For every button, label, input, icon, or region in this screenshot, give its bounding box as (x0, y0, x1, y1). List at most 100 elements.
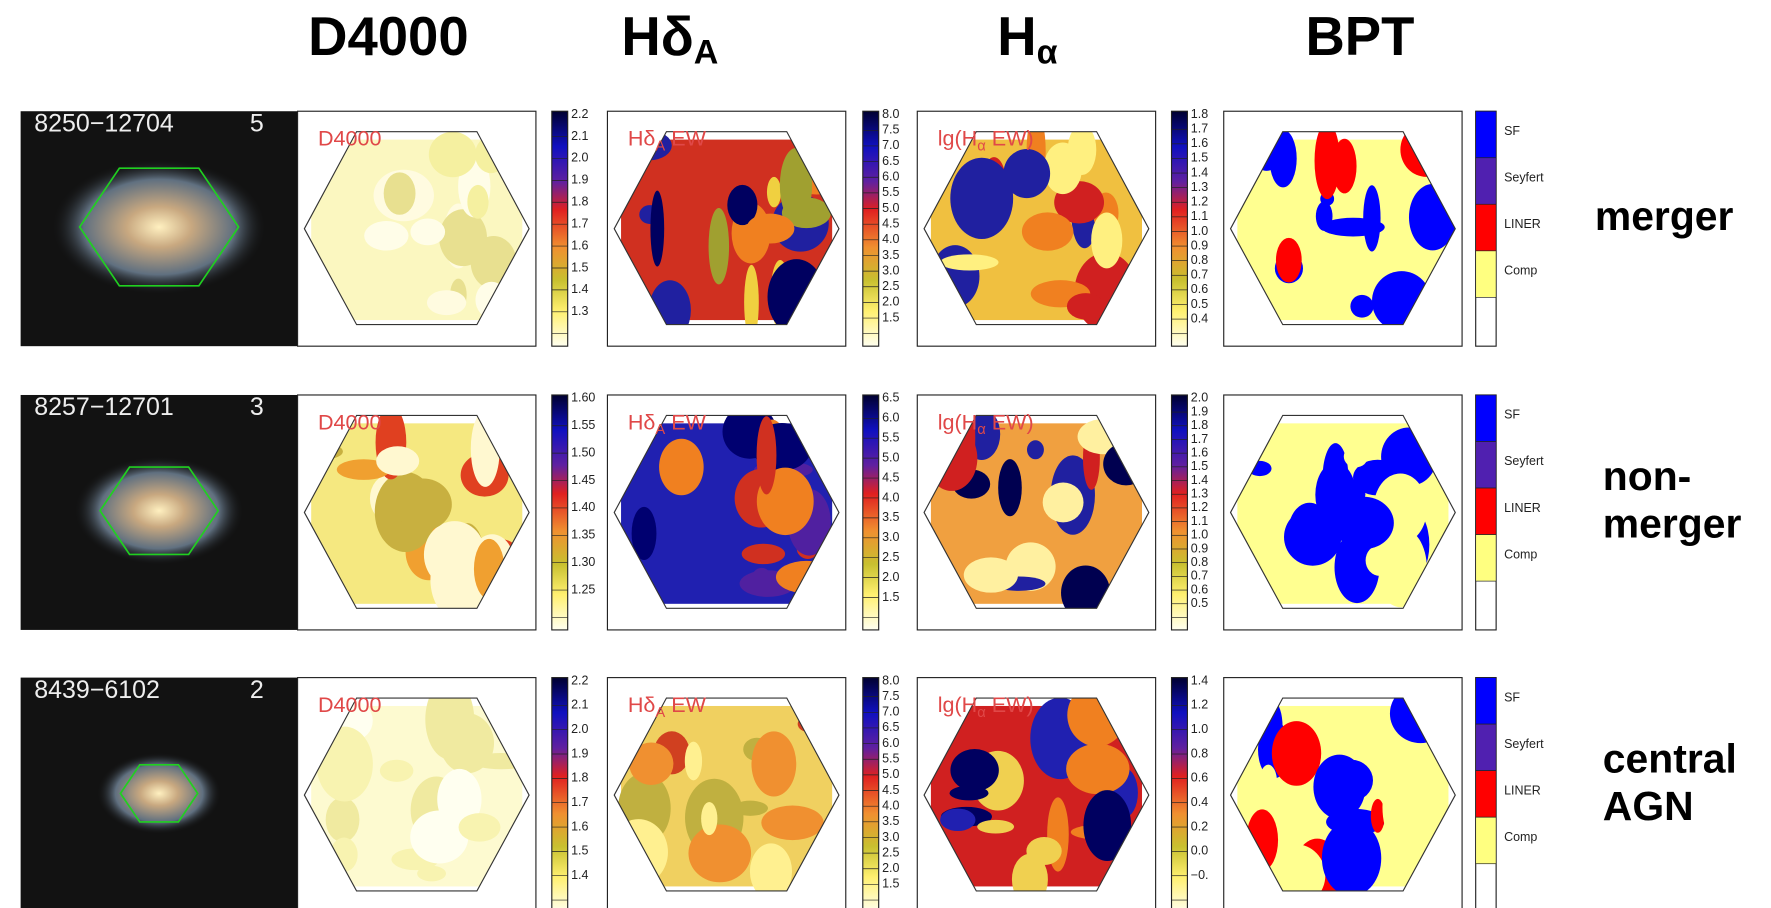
colorbar-tick-label: 4.0 (882, 798, 899, 812)
bpt-legend-label: Comp (1504, 547, 1537, 561)
map-region (767, 177, 781, 208)
classification: central (1603, 735, 1737, 781)
map (1237, 423, 1448, 607)
map-label-end: EW (665, 125, 706, 150)
map-region (417, 866, 446, 882)
map-region (427, 290, 466, 315)
colorbar-tick-label: 1.35 (571, 528, 595, 542)
bpt-legend-swatch (1476, 771, 1496, 818)
colorbar-tick-label: 0.8 (1191, 746, 1208, 760)
bpt-legend-swatch (1476, 442, 1496, 489)
colorbar-tick-label: 0.5 (1191, 297, 1208, 311)
colorbar-tick-label: 1.7 (571, 216, 588, 230)
colorbar-tick-label: 1.5 (571, 260, 588, 274)
colorbar-tick-label: 4.5 (882, 470, 899, 484)
map-label-text: lg(H (938, 125, 978, 150)
colorbar (1172, 395, 1188, 630)
bpt-legend-label: Seyfert (1504, 170, 1544, 184)
map-region (1333, 497, 1393, 549)
colorbar (552, 678, 568, 908)
colorbar-tick-label: 1.9 (571, 173, 588, 187)
colorbar-tick-label: 1.7 (1191, 122, 1208, 136)
colorbar-tick-label: 5.5 (882, 185, 899, 199)
map-region (998, 459, 1022, 516)
map-region (1344, 446, 1368, 468)
colorbar-tick-label: 8.0 (882, 673, 899, 687)
galaxy-id: 8250−12704 (34, 109, 174, 137)
colorbar-tick-label: 1.3 (571, 304, 588, 318)
map-region (1026, 837, 1061, 865)
map-region (964, 557, 1018, 592)
map-region (701, 802, 717, 835)
map-label-text: D4000 (318, 409, 382, 434)
colorbar-tick-label: 1.7 (571, 795, 588, 809)
colorbar-tick-label: 1.45 (571, 473, 595, 487)
map-label: HδA EW (628, 409, 707, 438)
map-region (940, 254, 998, 270)
colorbar-tick-label: 1.60 (571, 391, 595, 405)
galaxy-id: 8257−12701 (34, 393, 174, 421)
colorbar-tick-label: 6.0 (882, 411, 899, 425)
map-region (1027, 440, 1044, 459)
colorbar-tick-label: 7.0 (882, 705, 899, 719)
colorbar-tick-label: 1.5 (571, 844, 588, 858)
colorbar-tick-label: 1.0 (1191, 224, 1208, 238)
colorbar-tick-label: 1.25 (571, 582, 595, 596)
map-label-text: lg(H (938, 692, 978, 717)
colorbar-tick-label: 7.0 (882, 138, 899, 152)
map-label-text: Hδ (628, 409, 656, 434)
map-region (950, 749, 998, 791)
map-region (467, 185, 488, 219)
colorbar-tick-label: 2.0 (571, 151, 588, 165)
map-region (1066, 744, 1129, 794)
column-header: BPT (1305, 6, 1414, 67)
map-label-sub: A (655, 705, 665, 721)
colorbar-tick-label: 2.5 (882, 845, 899, 859)
colorbar-tick-label: 0.6 (1191, 282, 1208, 296)
colorbar-tick-label: 1.4 (571, 282, 588, 296)
colorbar-tick-label: 5.5 (882, 752, 899, 766)
colorbar-tick-label: 2.0 (882, 570, 899, 584)
colorbar-tick-label: 0.0 (1191, 844, 1208, 858)
colorbar-tick-label: 4.5 (882, 216, 899, 230)
colorbar-tick-label: 8.0 (882, 107, 899, 121)
colorbar (1172, 111, 1188, 346)
column-header-text: H (997, 6, 1036, 67)
colorbar-tick-label: 1.4 (1191, 673, 1208, 687)
map-region (685, 742, 702, 781)
map-label: D4000 (318, 409, 382, 434)
colorbar-tick-label: 1.6 (571, 819, 588, 833)
colorbar-tick-label: 7.5 (882, 689, 899, 703)
colorbar-tick-label: 1.8 (571, 195, 588, 209)
colorbar-tick-label: 3.0 (882, 263, 899, 277)
bpt-legend-label: SF (1504, 124, 1520, 138)
map-region (751, 731, 796, 796)
colorbar-tick-label: 2.2 (571, 673, 588, 687)
map-region (1350, 295, 1373, 318)
bpt-legend-label: Seyfert (1504, 454, 1544, 468)
colorbar-tick-label: 0.2 (1191, 819, 1208, 833)
colorbar-tick-label: 7.5 (882, 123, 899, 137)
colorbar-tick-label: 1.9 (1191, 404, 1208, 418)
colorbar-tick-label: 6.0 (882, 736, 899, 750)
figure: D4000HδAHαBPT8250−127045D40002.22.12.01.… (0, 0, 1771, 908)
map-label: HδA EW (628, 125, 707, 154)
map-region (410, 219, 445, 246)
colorbar-tick-label: 1.2 (1191, 500, 1208, 514)
colorbar-tick-label: 5.0 (882, 767, 899, 781)
map-region (746, 214, 794, 244)
colorbar-tick-label: 0.7 (1191, 569, 1208, 583)
colorbar-tick-label: 1.5 (882, 310, 899, 324)
colorbar-tick-label: 0.8 (1191, 555, 1208, 569)
colorbar-tick-label: 1.8 (1191, 107, 1208, 121)
colorbar-tick-label: 3.5 (882, 510, 899, 524)
map-region (659, 439, 704, 495)
column-header-text: D4000 (308, 6, 469, 67)
map-label: lg(Hα EW) (938, 692, 1034, 721)
colorbar-tick-label: 1.40 (571, 500, 595, 514)
map-label: D4000 (318, 692, 382, 717)
map-region (1091, 212, 1122, 268)
classification: merger (1595, 193, 1734, 239)
colorbar-tick-label: 5.0 (882, 450, 899, 464)
colorbar-tick-label: 4.5 (882, 783, 899, 797)
